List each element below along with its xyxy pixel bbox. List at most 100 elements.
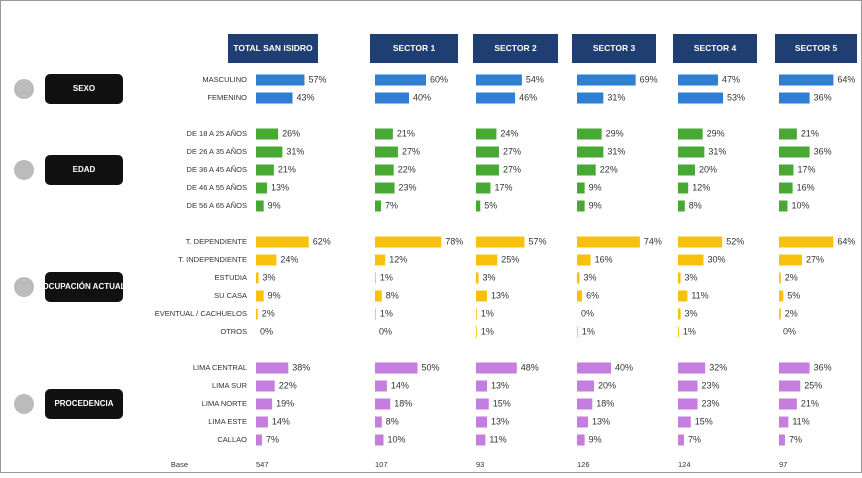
bar xyxy=(678,128,703,140)
value-label: 57% xyxy=(308,74,326,84)
value-label: 60% xyxy=(430,74,448,84)
value-label: 11% xyxy=(489,434,506,444)
bar xyxy=(678,92,724,104)
row-label: EVENTUAL / CACHUELOS xyxy=(155,309,247,318)
value-label: 29% xyxy=(707,128,725,138)
value-label: 0% xyxy=(379,326,392,336)
value-label: 0% xyxy=(783,326,796,336)
bar xyxy=(779,362,810,374)
value-label: 0% xyxy=(260,326,273,336)
bar xyxy=(476,128,497,140)
bar xyxy=(779,200,788,212)
value-label: 3% xyxy=(483,272,496,282)
bar xyxy=(577,434,585,446)
value-label: 43% xyxy=(297,92,315,102)
bar xyxy=(678,200,685,212)
bar xyxy=(779,254,802,266)
bar xyxy=(256,146,283,158)
bar xyxy=(779,164,794,176)
column-header-box xyxy=(572,34,656,63)
value-label: 24% xyxy=(500,128,518,138)
bar xyxy=(779,308,781,320)
group-label-box xyxy=(45,74,123,104)
row-label: ESTUDIA xyxy=(214,273,247,282)
bar xyxy=(779,416,789,428)
value-label: 3% xyxy=(263,272,276,282)
row-label: OTROS xyxy=(220,327,247,336)
row-label: LIMA ESTE xyxy=(208,417,247,426)
value-label: 1% xyxy=(380,308,393,318)
bar xyxy=(256,128,279,140)
bar xyxy=(375,182,395,194)
value-label: 0% xyxy=(581,308,594,318)
bar xyxy=(779,290,784,302)
value-label: 23% xyxy=(702,380,720,390)
value-label: 21% xyxy=(397,128,415,138)
bar xyxy=(678,164,695,176)
row-label: DE 36 A 45 AÑOS xyxy=(187,165,247,174)
value-label: 5% xyxy=(787,290,800,300)
bar xyxy=(577,272,580,284)
column-header-box xyxy=(473,34,558,63)
base-label: Base xyxy=(171,460,188,469)
column-header-box xyxy=(228,34,318,63)
bar xyxy=(678,74,718,86)
bar xyxy=(678,236,723,248)
group-icon xyxy=(14,394,34,414)
value-label: 1% xyxy=(582,326,595,336)
bar xyxy=(476,236,525,248)
value-label: 16% xyxy=(797,182,815,192)
bar xyxy=(375,362,418,374)
value-label: 25% xyxy=(501,254,519,264)
bar xyxy=(577,200,585,212)
value-label: 29% xyxy=(606,128,624,138)
value-label: 31% xyxy=(708,146,726,156)
bar xyxy=(678,326,679,338)
row-label: DE 18 A 25 AÑOS xyxy=(187,129,247,138)
value-label: 3% xyxy=(685,272,698,282)
row-label: MASCULINO xyxy=(202,75,247,84)
bar xyxy=(779,128,797,140)
bar xyxy=(577,164,596,176)
row-label: T. INDEPENDIENTE xyxy=(178,255,247,264)
value-label: 25% xyxy=(804,380,822,390)
bar xyxy=(476,92,516,104)
value-label: 22% xyxy=(398,164,416,174)
column-header-box xyxy=(370,34,458,63)
bar xyxy=(476,290,488,302)
value-label: 10% xyxy=(388,434,406,444)
row-label: LIMA NORTE xyxy=(202,399,247,408)
row-label: CALLAO xyxy=(217,435,247,444)
value-label: 48% xyxy=(521,362,539,372)
value-label: 57% xyxy=(528,236,546,246)
value-label: 21% xyxy=(278,164,296,174)
value-label: 36% xyxy=(814,362,832,372)
bar xyxy=(476,272,479,284)
value-label: 36% xyxy=(814,146,832,156)
bar xyxy=(476,182,491,194)
bar xyxy=(779,146,810,158)
bar xyxy=(678,308,681,320)
bar xyxy=(256,416,268,428)
value-label: 31% xyxy=(607,92,625,102)
value-label: 2% xyxy=(785,272,798,282)
bar xyxy=(476,308,477,320)
value-label: 69% xyxy=(640,74,658,84)
value-label: 7% xyxy=(789,434,802,444)
bar xyxy=(375,92,409,104)
value-label: 10% xyxy=(792,200,810,210)
value-label: 16% xyxy=(595,254,613,264)
bar xyxy=(678,380,698,392)
bar xyxy=(375,128,393,140)
bar xyxy=(375,434,384,446)
bar xyxy=(375,398,391,410)
bar xyxy=(577,236,640,248)
base-value: 547 xyxy=(256,460,269,469)
value-label: 20% xyxy=(699,164,717,174)
bar xyxy=(779,182,793,194)
value-label: 18% xyxy=(394,398,412,408)
bar xyxy=(577,290,583,302)
value-label: 13% xyxy=(491,380,509,390)
row-label: T. DEPENDIENTE xyxy=(186,237,247,246)
group-label-box xyxy=(45,272,123,302)
